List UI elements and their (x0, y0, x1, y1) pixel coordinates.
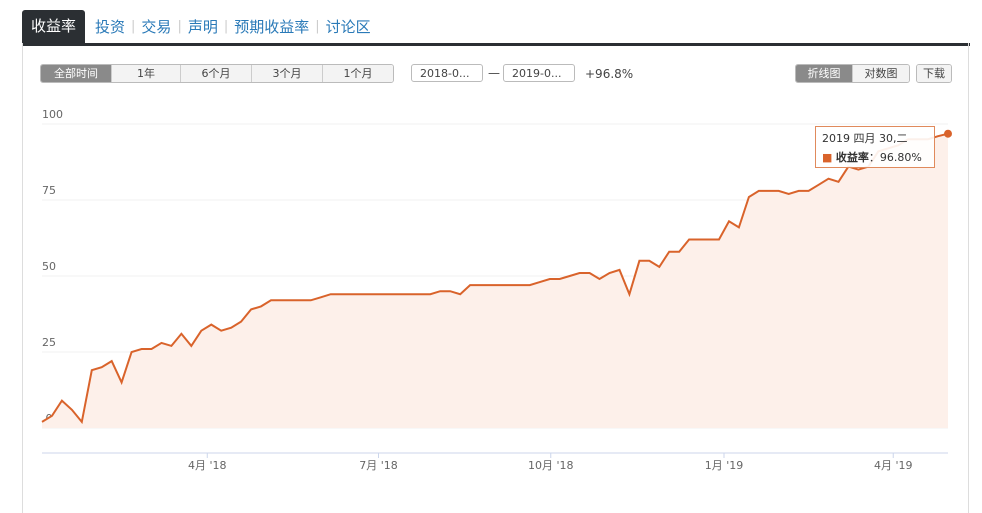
end-marker (944, 129, 952, 138)
x-tick-label: 10月 '18 (528, 459, 574, 472)
tab[interactable]: 投资 (95, 18, 126, 36)
x-tick-label: 4月 '18 (188, 459, 227, 472)
panel-frame (22, 43, 969, 513)
tooltip-series: 收益率 (835, 151, 869, 164)
tab[interactable]: 预期收益率 (234, 18, 310, 36)
range-button[interactable]: 6个月 (181, 65, 252, 82)
x-tick-label: 4月 '19 (874, 459, 913, 472)
y-tick-label: 75 (42, 184, 56, 197)
range-buttons: 全部时间 1年 6个月 3个月 1个月 (40, 64, 394, 83)
view-buttons: 折线图 对数图 (795, 64, 910, 83)
tab-separator: | (315, 19, 320, 34)
range-button[interactable]: 全部时间 (41, 65, 112, 82)
download-button[interactable]: 下载 (917, 65, 951, 82)
change-label: +96.8% (585, 67, 634, 81)
tab-separator: | (131, 19, 136, 34)
tooltip-value: 96.80% (879, 151, 922, 164)
tooltip-title: 2019 四月 30,二 (822, 132, 908, 145)
range-button[interactable]: 1年 (112, 65, 181, 82)
tab-bar: 收益率 投资 | 交易 | 声明 | 预期收益率 | 讨论区 (22, 10, 970, 46)
tab[interactable]: 收益率 (22, 10, 86, 43)
date-to[interactable]: 2019-0... (503, 64, 575, 82)
tooltip-row: ■ 收益率：96.80% (822, 151, 922, 164)
area (42, 133, 948, 428)
x-tick-label: 1月 '19 (705, 459, 744, 472)
date-from[interactable]: 2018-0... (411, 64, 483, 82)
line (41, 132, 949, 425)
view-button[interactable]: 折线图 (796, 65, 853, 82)
download-wrap: 下载 (916, 64, 952, 83)
y-tick-label: 50 (42, 260, 56, 273)
range-button[interactable]: 3个月 (252, 65, 323, 82)
view-button[interactable]: 对数图 (853, 65, 909, 82)
tooltip: 2019 四月 30,二 ■ 收益率：96.80% (815, 126, 935, 168)
tab[interactable]: 讨论区 (325, 18, 371, 36)
date-separator: — (488, 66, 500, 80)
range-button[interactable]: 1个月 (323, 65, 393, 82)
tab[interactable]: 交易 (141, 18, 172, 36)
tab[interactable]: 声明 (187, 18, 218, 36)
download-group: 下载 (916, 64, 952, 83)
x-tick-label: 7月 '18 (359, 459, 398, 472)
tab-separator: | (223, 19, 229, 34)
y-tick-label: 25 (42, 336, 56, 349)
tab-separator: | (177, 19, 182, 34)
view-group: 折线图 对数图 (795, 64, 910, 83)
range-group: 全部时间 1年 6个月 3个月 1个月 (40, 64, 394, 83)
y-tick-label: 100 (42, 108, 63, 121)
